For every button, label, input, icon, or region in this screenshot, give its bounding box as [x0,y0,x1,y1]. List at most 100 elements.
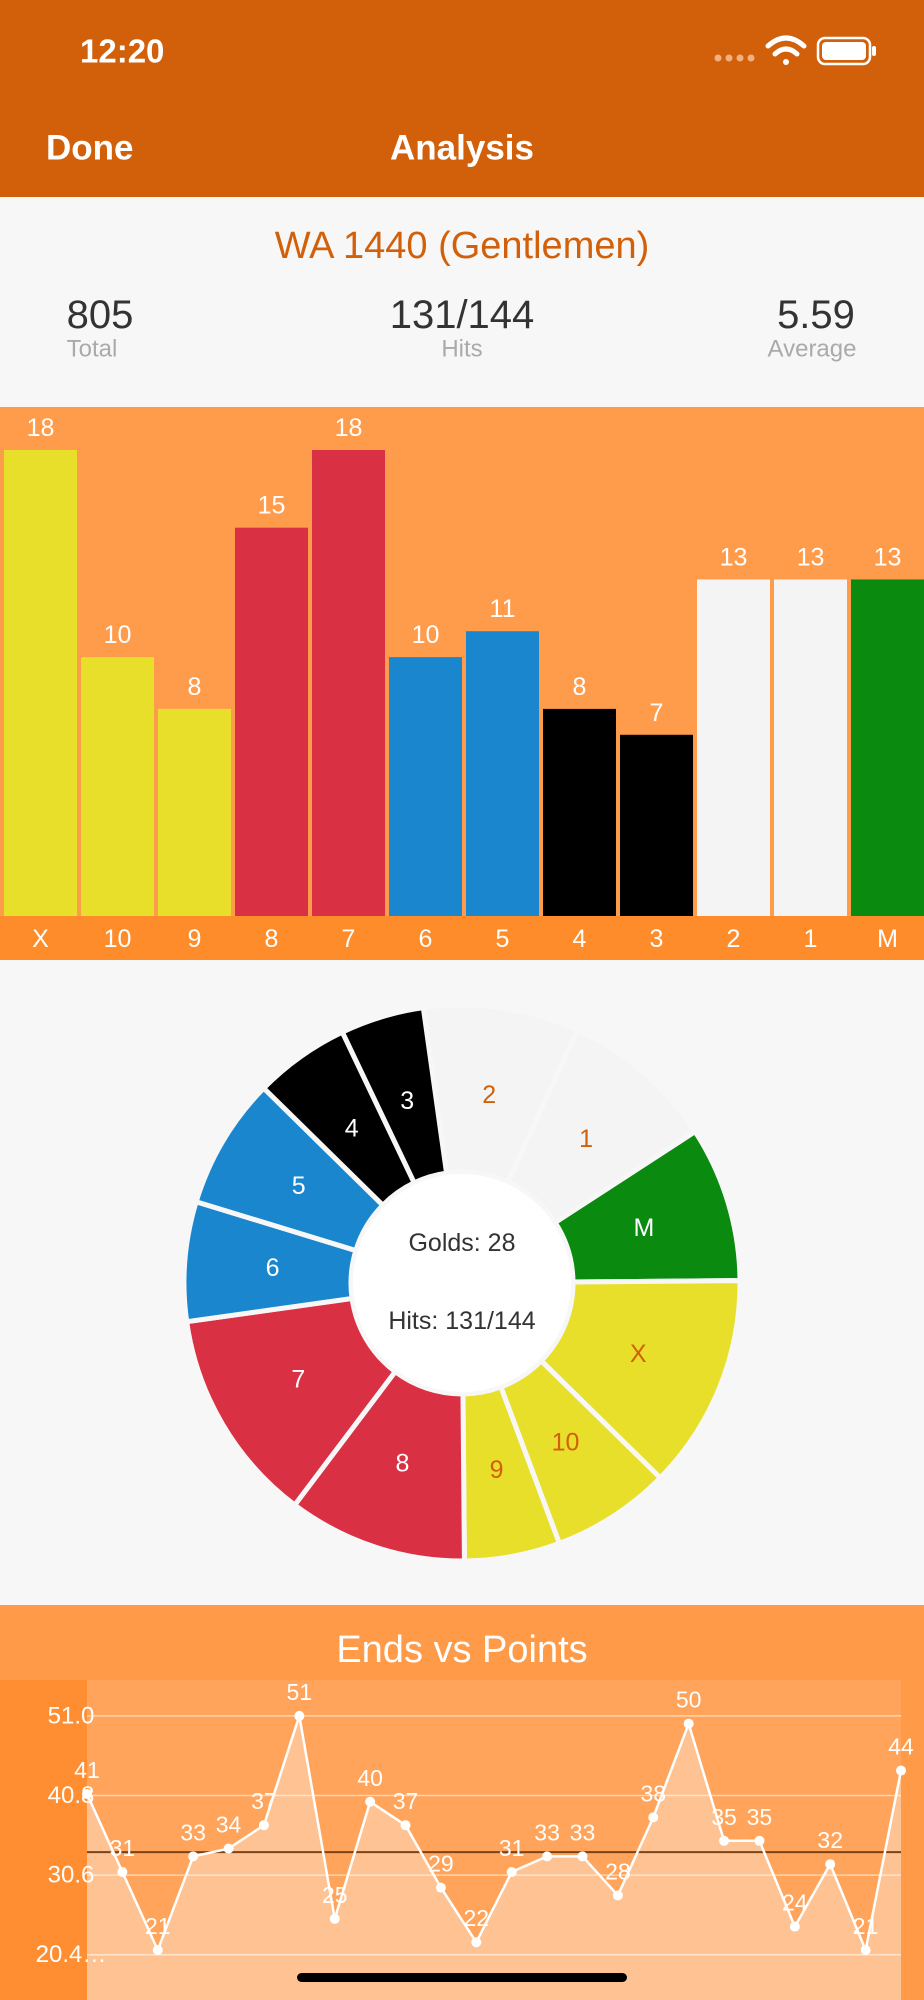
battery-level [822,42,866,60]
pie-slice-label: X [630,1340,647,1368]
bar [774,579,847,916]
point-label: 28 [605,1858,631,1884]
stat-label: Hits [441,336,482,363]
battery-icon [816,36,872,66]
stat-label: Average [768,336,857,363]
bar [389,657,462,916]
point-label: 40 [357,1765,383,1791]
pie-slice [338,1004,450,1187]
line-point [896,1765,906,1776]
stat-label: Total [67,336,118,363]
line-point [683,1718,694,1729]
line-point [117,1867,128,1877]
bar-value-label: 8 [188,673,202,701]
pie-slice-label: 6 [266,1254,280,1282]
point-label: 37 [251,1788,277,1814]
point-label: 33 [570,1819,596,1845]
point-label: 37 [393,1788,419,1814]
line-point [82,1788,92,1799]
bar [312,450,385,916]
bar-value-label: 15 [258,492,286,520]
bar [543,708,616,916]
line-point [365,1796,376,1807]
pie-center-text: Golds: 28 [408,1229,515,1257]
point-label: 21 [853,1913,879,1939]
line-point [825,1859,836,1870]
point-label: 38 [640,1780,666,1806]
pie-slice-label: 3 [400,1087,414,1115]
point-label: 33 [534,1819,560,1845]
bar [235,527,308,916]
line-point [648,1812,659,1823]
pie-slice-label: 7 [291,1365,305,1393]
status-time: 12:20 [80,33,164,70]
battery-tip [872,46,876,56]
line-axis-strip [0,1680,87,2000]
line-point [719,1835,730,1846]
pie-slice-label: 10 [552,1428,580,1456]
bar [81,657,154,916]
bar-value-label: 10 [412,621,440,649]
pie-slice-label: 9 [490,1456,504,1484]
line-point [577,1851,588,1862]
bar-category-label: 3 [650,925,664,953]
point-label: 34 [216,1812,242,1838]
point-label: 33 [180,1819,206,1845]
bar-category-label: 7 [342,925,356,953]
line-point [542,1851,553,1862]
wifi-icon [765,35,807,65]
bar-value-label: 13 [797,543,825,571]
nav-bar [0,0,924,197]
point-label: 31 [499,1835,525,1861]
bar-value-label: 8 [573,673,587,701]
line-area [87,1715,901,2000]
point-label: 51 [287,1679,313,1705]
nav-title: Analysis [390,129,534,168]
home-indicator [297,1973,627,1982]
pie-slice-label: 4 [345,1114,359,1142]
bar-value-label: 10 [104,621,132,649]
point-label: 24 [782,1890,808,1916]
point-label: 50 [676,1687,702,1713]
pie-hole [353,1174,571,1392]
point-label: 29 [428,1851,454,1877]
y-tick-label: 20.4… [36,1941,107,1968]
pie-slice-label: 8 [396,1449,410,1477]
pie-slice [183,1295,399,1509]
bar-value-label: 7 [650,699,664,727]
pie-slice-label: 5 [292,1172,306,1200]
point-label: 25 [322,1882,348,1908]
line-point [754,1835,765,1846]
bar-axis-band [0,916,924,960]
line-point [612,1890,623,1901]
marks: 18X101089158187106115847313213113M21MX10… [4,414,924,2000]
bar-value-label: 18 [27,414,55,442]
line-point [435,1882,446,1893]
line-point [400,1820,411,1831]
line-point [152,1945,163,1956]
done-button[interactable]: Done [46,129,134,168]
bar-category-label: M [877,925,898,953]
pie-slice [537,1278,743,1482]
pie-slice [291,1368,467,1564]
point-label: 35 [747,1804,773,1830]
line-plot-area [87,1680,901,2000]
bar [158,708,231,916]
point-label: 22 [464,1905,490,1931]
point-label: 41 [74,1757,100,1783]
bar-category-label: 10 [104,925,132,953]
bar-value-label: 18 [335,414,363,442]
pie-slice-label: M [634,1214,655,1242]
signal [714,54,755,62]
stat-value: 131/144 [390,293,535,337]
bar [851,579,924,916]
point-label: 31 [110,1835,136,1861]
bar-category-label: 6 [419,925,433,953]
bar-value-label: 13 [874,543,902,571]
bar [4,450,77,916]
point-label: 35 [711,1804,737,1830]
bar-category-label: 1 [804,925,818,953]
header [0,197,924,407]
